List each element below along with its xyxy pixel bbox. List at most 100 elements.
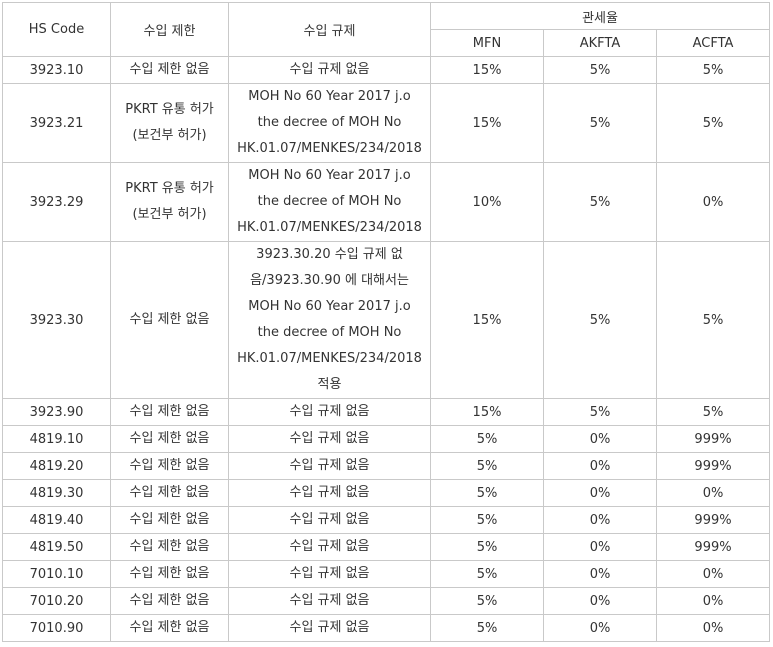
- cell-import-restriction: 수입 제한 없음: [110, 241, 229, 399]
- cell-acfta: 999%: [655, 425, 771, 453]
- cell-import-restriction-line: (보건부 허가): [132, 128, 207, 143]
- cell-akfta: 5%: [543, 241, 657, 399]
- table-row: 3923.21 PKRT 유통 허가 (보건부 허가) MOH No 60 Year …: [2, 83, 771, 163]
- cell-import-restriction-line: 수입 제한 없음: [129, 404, 210, 419]
- cell-import-restriction: PKRT 유통 허가 (보건부 허가): [110, 83, 229, 163]
- cell-import-restriction-line: 수입 제한 없음: [129, 512, 210, 527]
- cell-import-restriction: 수입 제한 없음: [110, 452, 229, 480]
- cell-hs-code: 4819.40: [2, 506, 111, 534]
- cell-hs-code: 4819.50: [2, 533, 111, 561]
- table-row: 4819.30 수입 제한 없음 수입 규제 없음 5% 0% 0%: [2, 479, 771, 507]
- cell-import-regulation-line: HK.01.07/MENKES/234/2018: [237, 220, 422, 235]
- table-row: 7010.20 수입 제한 없음 수입 규제 없음 5% 0% 0%: [2, 587, 771, 615]
- cell-mfn: 15%: [430, 83, 544, 163]
- header-hs-code: HS Code: [2, 2, 111, 57]
- header-acfta: ACFTA: [655, 29, 771, 57]
- cell-hs-code: 7010.10: [2, 560, 111, 588]
- cell-mfn: 15%: [430, 241, 544, 399]
- cell-acfta: 5%: [655, 83, 771, 163]
- cell-hs-code: 7010.20: [2, 587, 111, 615]
- cell-import-regulation-line: the decree of MOH No: [257, 325, 402, 340]
- cell-import-regulation-line: 수입 규제 없음: [289, 566, 370, 581]
- cell-acfta: 0%: [655, 587, 771, 615]
- table-row: 4819.20 수입 제한 없음 수입 규제 없음 5% 0% 999%: [2, 452, 771, 480]
- cell-import-regulation-line: HK.01.07/MENKES/234/2018: [237, 141, 422, 156]
- cell-mfn: 5%: [430, 560, 544, 588]
- cell-akfta: 0%: [543, 452, 657, 480]
- cell-import-restriction-line: 수입 제한 없음: [129, 312, 210, 327]
- table-row: 7010.90 수입 제한 없음 수입 규제 없음 5% 0% 0%: [2, 614, 771, 642]
- cell-import-restriction-line: 수입 제한 없음: [129, 566, 210, 581]
- cell-import-restriction-line: 수입 제한 없음: [129, 431, 210, 446]
- cell-import-regulation-line: 수입 규제 없음: [289, 458, 370, 473]
- cell-acfta: 5%: [655, 241, 771, 399]
- table-body: 3923.10 수입 제한 없음 수입 규제 없음 15% 5% 5% 3923.21 PKR…: [2, 56, 771, 642]
- cell-akfta: 0%: [543, 425, 657, 453]
- cell-mfn: 15%: [430, 398, 544, 426]
- table-row: 3923.29 PKRT 유통 허가 (보건부 허가) MOH No 60 Year …: [2, 162, 771, 242]
- cell-acfta: 0%: [655, 560, 771, 588]
- table-row: 4819.10 수입 제한 없음 수입 규제 없음 5% 0% 999%: [2, 425, 771, 453]
- cell-hs-code: 3923.21: [2, 83, 111, 163]
- cell-import-restriction-line: 수입 제한 없음: [129, 458, 210, 473]
- cell-import-regulation-line: 수입 규제 없음: [289, 593, 370, 608]
- cell-import-restriction: 수입 제한 없음: [110, 560, 229, 588]
- cell-acfta: 999%: [655, 506, 771, 534]
- cell-acfta: 0%: [655, 479, 771, 507]
- table-row: 3923.90 수입 제한 없음 수입 규제 없음 15% 5% 5%: [2, 398, 771, 426]
- cell-acfta: 5%: [655, 398, 771, 426]
- cell-import-regulation: 수입 규제 없음: [228, 452, 431, 480]
- cell-mfn: 5%: [430, 425, 544, 453]
- cell-akfta: 0%: [543, 587, 657, 615]
- cell-import-restriction-line: (보건부 허가): [132, 207, 207, 222]
- cell-import-restriction: 수입 제한 없음: [110, 614, 229, 642]
- cell-akfta: 5%: [543, 83, 657, 163]
- cell-hs-code: 3923.29: [2, 162, 111, 242]
- cell-acfta: 5%: [655, 56, 771, 84]
- cell-import-restriction-line: 수입 제한 없음: [129, 539, 210, 554]
- cell-hs-code: 4819.10: [2, 425, 111, 453]
- cell-mfn: 10%: [430, 162, 544, 242]
- cell-import-restriction-line: 수입 제한 없음: [129, 620, 210, 635]
- cell-akfta: 5%: [543, 398, 657, 426]
- cell-import-restriction: 수입 제한 없음: [110, 506, 229, 534]
- cell-import-restriction-line: 수입 제한 없음: [129, 593, 210, 608]
- cell-import-regulation-line: 수입 규제 없음: [289, 404, 370, 419]
- cell-import-restriction: 수입 제한 없음: [110, 533, 229, 561]
- table-row: 3923.30 수입 제한 없음 3923.30.20 수입 규제 없 음/3923.…: [2, 241, 771, 399]
- cell-import-regulation: 3923.30.20 수입 규제 없 음/3923.30.90 에 대해서는 MOH…: [228, 241, 431, 399]
- cell-import-regulation: 수입 규제 없음: [228, 614, 431, 642]
- table-row: 4819.40 수입 제한 없음 수입 규제 없음 5% 0% 999%: [2, 506, 771, 534]
- cell-import-regulation: 수입 규제 없음: [228, 533, 431, 561]
- cell-import-regulation: 수입 규제 없음: [228, 425, 431, 453]
- cell-hs-code: 3923.10: [2, 56, 111, 84]
- header-akfta: AKFTA: [543, 29, 657, 57]
- cell-akfta: 5%: [543, 162, 657, 242]
- cell-import-restriction: 수입 제한 없음: [110, 587, 229, 615]
- cell-mfn: 5%: [430, 479, 544, 507]
- cell-hs-code: 3923.30: [2, 241, 111, 399]
- cell-hs-code: 7010.90: [2, 614, 111, 642]
- cell-import-restriction-line: PKRT 유통 허가: [125, 181, 214, 196]
- cell-mfn: 5%: [430, 614, 544, 642]
- cell-import-regulation: 수입 규제 없음: [228, 587, 431, 615]
- cell-import-regulation-line: 3923.30.20 수입 규제 없: [256, 247, 403, 262]
- cell-import-regulation-line: the decree of MOH No: [257, 194, 402, 209]
- header-import-restriction: 수입 제한: [110, 2, 229, 57]
- cell-akfta: 0%: [543, 533, 657, 561]
- cell-import-regulation: 수입 규제 없음: [228, 479, 431, 507]
- cell-mfn: 5%: [430, 587, 544, 615]
- cell-akfta: 5%: [543, 56, 657, 84]
- cell-import-regulation-line: MOH No 60 Year 2017 j.o: [248, 168, 411, 183]
- cell-import-regulation-line: 적용: [317, 377, 342, 392]
- cell-akfta: 0%: [543, 614, 657, 642]
- cell-import-restriction-line: 수입 제한 없음: [129, 485, 210, 500]
- header-import-regulation: 수입 규제: [228, 2, 431, 57]
- cell-hs-code: 3923.90: [2, 398, 111, 426]
- cell-import-regulation-line: MOH No 60 Year 2017 j.o: [248, 89, 411, 104]
- cell-akfta: 0%: [543, 560, 657, 588]
- cell-acfta: 0%: [655, 162, 771, 242]
- cell-import-regulation-line: 수입 규제 없음: [289, 62, 370, 77]
- cell-import-regulation-line: 수입 규제 없음: [289, 620, 370, 635]
